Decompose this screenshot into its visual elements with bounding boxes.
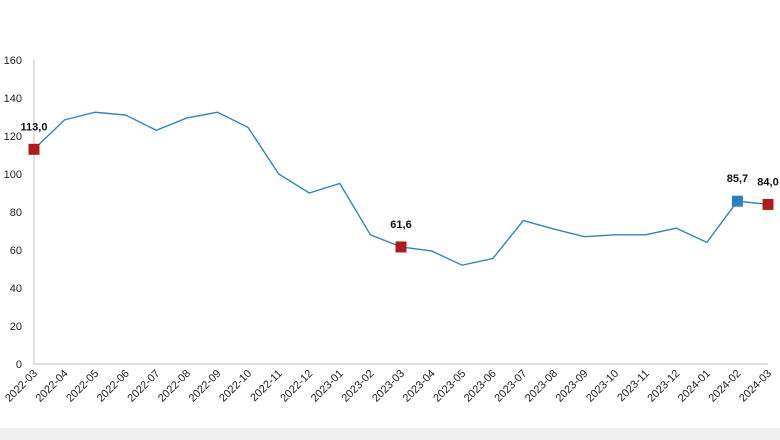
x-tick-label: 2022-06 [95, 368, 132, 405]
y-axis-ticks: 0 20 40 60 80 100 120 140 160 [4, 55, 22, 371]
x-tick-label: 2022-10 [217, 368, 254, 405]
y-tick-label: 80 [10, 207, 22, 219]
highlighted-markers [28, 143, 774, 253]
y-tick-label: 40 [10, 283, 22, 295]
data-label: 113,0 [21, 121, 48, 133]
data-point-marker [395, 241, 407, 253]
x-tick-label: 2023-11 [615, 368, 651, 404]
x-tick-label: 2022-08 [156, 368, 193, 405]
data-point-marker [28, 143, 40, 155]
x-tick-label: 2023-05 [431, 368, 468, 405]
x-tick-label: 2023-09 [554, 368, 591, 405]
y-tick-label: 0 [16, 359, 22, 371]
data-point-marker [731, 195, 743, 207]
x-tick-label: 2022-09 [187, 368, 224, 405]
y-tick-label: 20 [10, 321, 22, 333]
data-label: 61,6 [390, 219, 411, 231]
x-tick-label: 2024-03 [737, 368, 774, 405]
data-label: 85,7 [727, 173, 748, 185]
x-tick-label: 2023-10 [584, 368, 621, 405]
x-tick-label: 2023-01 [309, 368, 346, 405]
x-tick-label: 2022-11 [248, 368, 284, 404]
y-tick-label: 160 [4, 55, 22, 67]
footer-band [0, 428, 780, 440]
x-tick-label: 2024-02 [707, 368, 744, 405]
x-tick-label: 2022-04 [34, 368, 71, 405]
x-tick-label: 2022-07 [125, 368, 162, 405]
x-axis-ticks: 2022-032022-042022-052022-062022-072022-… [3, 368, 774, 405]
data-point-marker [762, 198, 774, 210]
x-tick-label: 2022-03 [3, 368, 40, 405]
x-tick-label: 2022-12 [278, 368, 315, 405]
x-tick-label: 2023-03 [370, 368, 407, 405]
x-tick-label: 2023-08 [523, 368, 560, 405]
x-tick-label: 2023-06 [462, 368, 499, 405]
y-tick-label: 100 [4, 169, 22, 181]
x-tick-label: 2023-07 [492, 368, 529, 405]
x-tick-label: 2023-12 [645, 368, 682, 405]
x-tick-label: 2023-02 [340, 368, 377, 405]
data-labels: 113,0 61,6 85,7 84,0 [21, 121, 779, 231]
y-tick-label: 120 [4, 131, 22, 143]
y-tick-label: 140 [4, 93, 22, 105]
data-label: 84,0 [757, 176, 778, 188]
x-tick-label: 2023-04 [401, 368, 438, 405]
x-tick-label: 2022-05 [64, 368, 101, 405]
x-tick-label: 2024-01 [676, 368, 713, 405]
y-tick-label: 60 [10, 245, 22, 257]
